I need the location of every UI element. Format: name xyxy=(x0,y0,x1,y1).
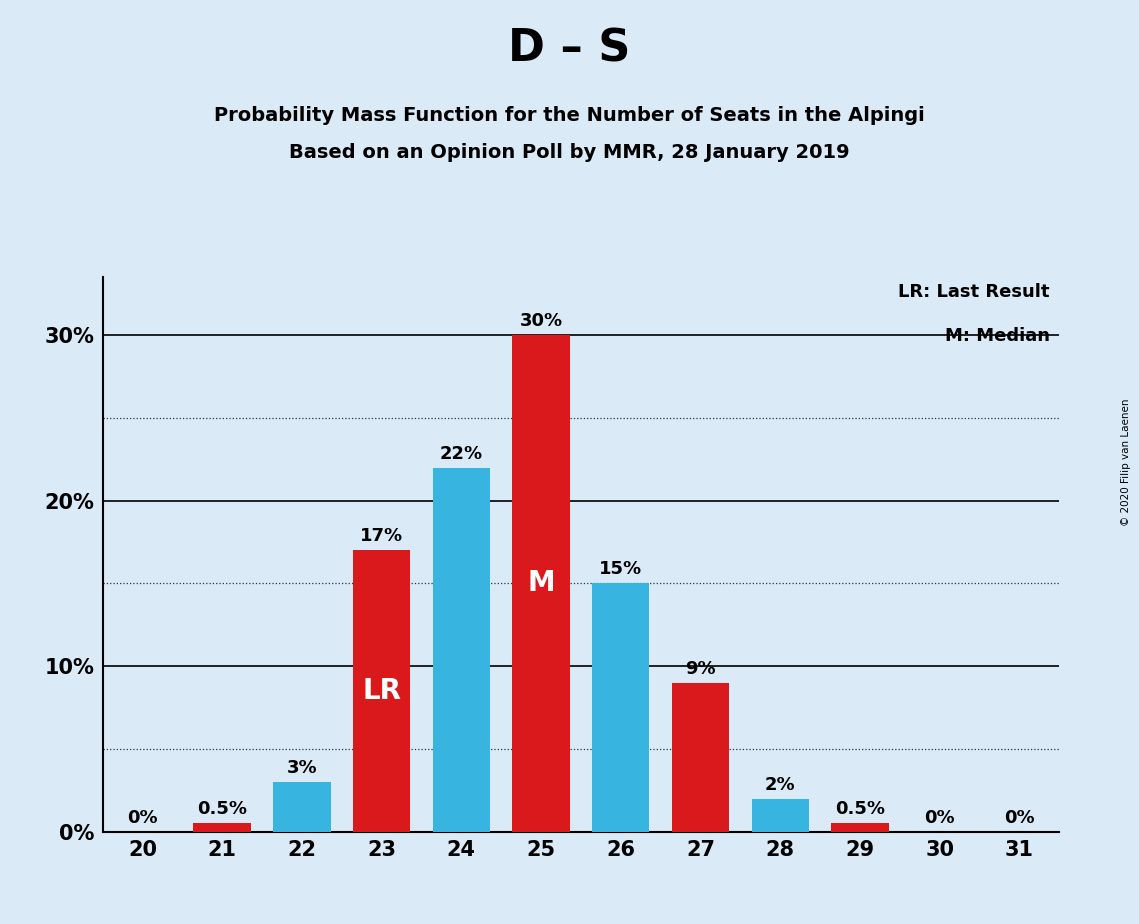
Text: 0%: 0% xyxy=(925,808,954,827)
Bar xyxy=(672,683,729,832)
Text: 22%: 22% xyxy=(440,444,483,463)
Bar xyxy=(831,823,888,832)
Text: LR: Last Result: LR: Last Result xyxy=(899,283,1050,300)
Text: 9%: 9% xyxy=(686,660,715,677)
Bar xyxy=(752,798,809,832)
Text: M: Median: M: Median xyxy=(944,327,1050,345)
Text: LR: LR xyxy=(362,677,401,705)
Text: 0.5%: 0.5% xyxy=(197,800,247,819)
Text: 0%: 0% xyxy=(1005,808,1034,827)
Bar xyxy=(273,782,330,832)
Bar xyxy=(592,583,649,832)
Text: 3%: 3% xyxy=(287,759,317,777)
Text: © 2020 Filip van Laenen: © 2020 Filip van Laenen xyxy=(1121,398,1131,526)
Text: 30%: 30% xyxy=(519,312,563,330)
Text: Based on an Opinion Poll by MMR, 28 January 2019: Based on an Opinion Poll by MMR, 28 Janu… xyxy=(289,143,850,163)
Text: Probability Mass Function for the Number of Seats in the Alpingi: Probability Mass Function for the Number… xyxy=(214,106,925,126)
Bar xyxy=(433,468,490,832)
Text: 0%: 0% xyxy=(128,808,157,827)
Text: 2%: 2% xyxy=(765,775,795,794)
Text: D – S: D – S xyxy=(508,28,631,71)
Bar xyxy=(194,823,251,832)
Bar xyxy=(353,551,410,832)
Text: 0.5%: 0.5% xyxy=(835,800,885,819)
Text: 17%: 17% xyxy=(360,528,403,545)
Text: M: M xyxy=(527,569,555,597)
Text: 15%: 15% xyxy=(599,560,642,578)
Bar xyxy=(513,335,570,832)
